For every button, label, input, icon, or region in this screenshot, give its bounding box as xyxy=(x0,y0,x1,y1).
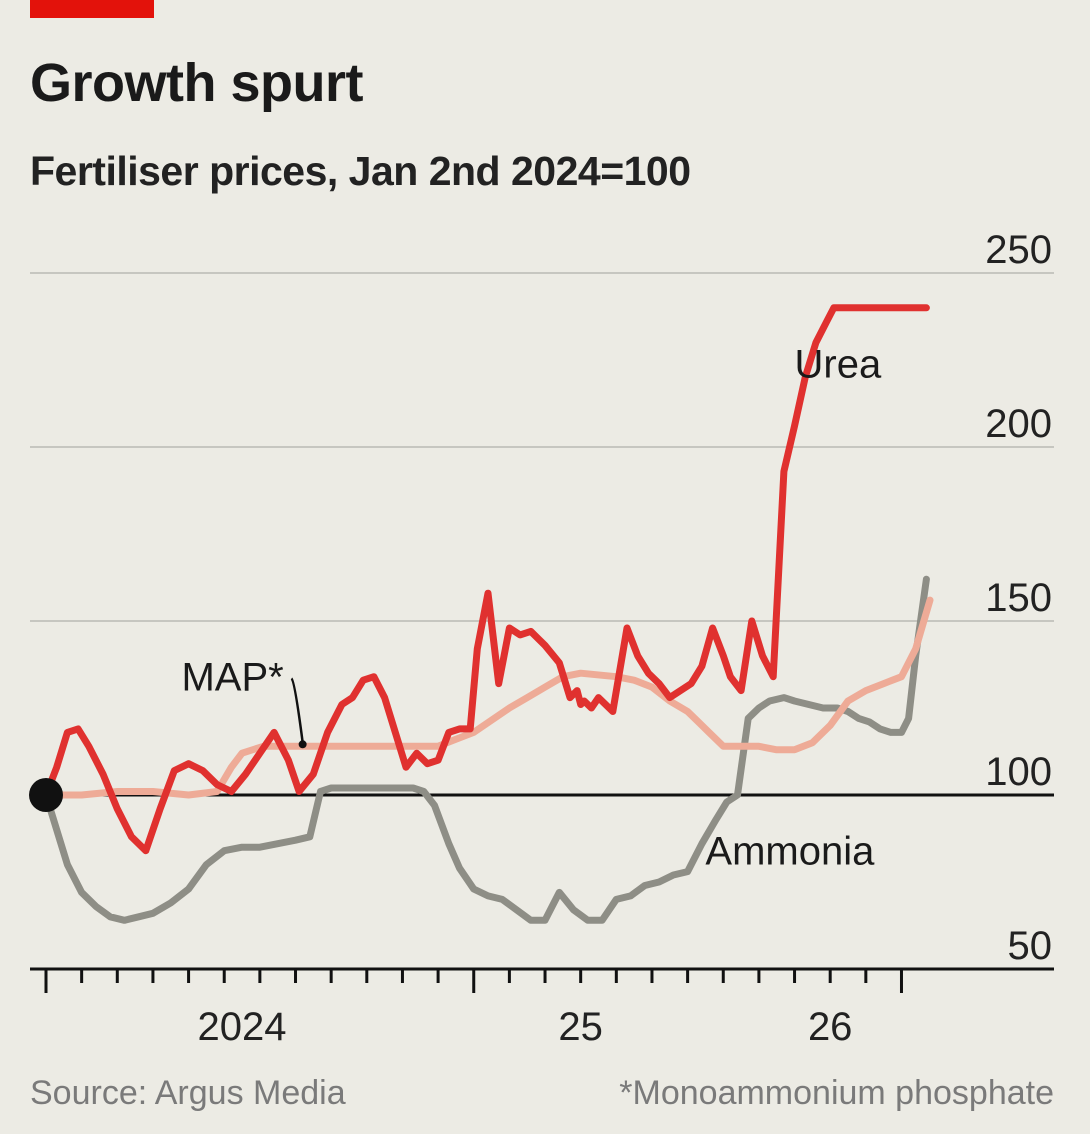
y-tick-label-150: 150 xyxy=(985,576,1052,620)
footnote: *Monoammonium phosphate xyxy=(619,1074,1054,1112)
brand-tag xyxy=(30,0,154,18)
x-tick-label-26: 26 xyxy=(808,1005,853,1049)
chart-subtitle: Fertiliser prices, Jan 2nd 2024=100 xyxy=(30,148,691,194)
series-label-ammonia: Ammonia xyxy=(705,830,875,874)
series-line-ammonia xyxy=(42,575,930,924)
series-line-urea xyxy=(42,304,930,855)
y-tick-label-250: 250 xyxy=(985,228,1052,272)
y-tick-label-50: 50 xyxy=(1008,924,1053,968)
start-marker xyxy=(29,778,63,812)
series-line-map xyxy=(42,596,934,799)
series-label-urea: Urea xyxy=(795,342,882,386)
map-callout-line xyxy=(290,677,304,743)
y-tick-label-100: 100 xyxy=(985,750,1052,794)
y-tick-label-200: 200 xyxy=(985,402,1052,446)
x-tick-label-2024: 2024 xyxy=(198,1005,287,1049)
map-callout-dot xyxy=(298,740,307,749)
source-note: Source: Argus Media xyxy=(30,1074,346,1112)
x-tick-label-25: 25 xyxy=(558,1005,603,1049)
chart-title: Growth spurt xyxy=(30,53,363,113)
series-label-map: MAP* xyxy=(181,656,283,700)
